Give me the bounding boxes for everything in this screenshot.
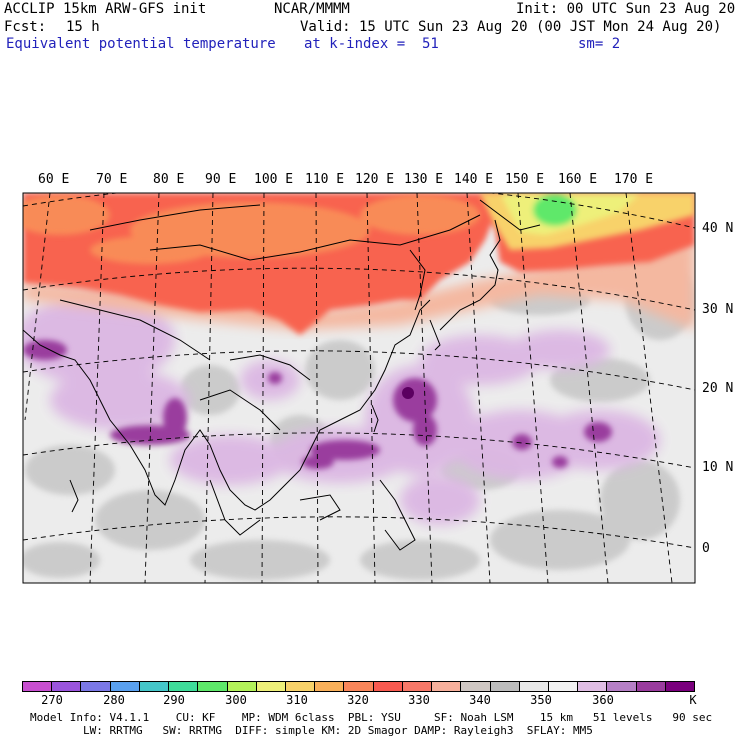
- org-label: NCAR/MMMM: [274, 1, 350, 17]
- init-time: Init: 00 UTC Sun 23 Aug 20: [516, 1, 736, 17]
- lon-label-160e: 160 E: [558, 172, 598, 187]
- model-info-line1: Model Info: V4.1.1 CU: KF MP: WDM 6class…: [30, 711, 713, 724]
- lon-label-110e: 110 E: [305, 172, 345, 187]
- colorbar-swatch-7: [227, 682, 257, 691]
- purple-cores: [23, 340, 612, 469]
- colorbar-swatch-12: [373, 682, 403, 691]
- lat-label-equator: 0: [702, 541, 710, 556]
- model-title: ACCLIP 15km ARW-GFS init: [4, 1, 207, 17]
- colorbar-swatch-17: [519, 682, 549, 691]
- orange-highland: [23, 195, 480, 264]
- colorbar-label-300: 300: [225, 693, 247, 707]
- colorbar-swatch-20: [607, 682, 637, 691]
- colorbar-swatch-22: [665, 682, 695, 691]
- colorbar-unit: K: [689, 693, 697, 707]
- colorbar-swatch-14: [432, 682, 462, 691]
- lat-label-40n: 40 N: [702, 221, 734, 236]
- colorbar-swatch-19: [578, 682, 608, 691]
- smoothing-label: sm= 2: [578, 36, 621, 52]
- colorbar-label-320: 320: [347, 693, 369, 707]
- colorbar-swatch-16: [490, 682, 520, 691]
- colorbar-swatch-0: [23, 682, 53, 691]
- colorbar-label-290: 290: [163, 693, 185, 707]
- colorbar-swatch-8: [256, 682, 286, 691]
- colorbar-swatch-6: [198, 682, 228, 691]
- colorbar: [22, 681, 695, 692]
- field-name: Equivalent potential temperature: [6, 36, 276, 52]
- colorbar-label-310: 310: [286, 693, 308, 707]
- lon-label-130e: 130 E: [404, 172, 444, 187]
- colorbar-swatch-4: [139, 682, 170, 691]
- colorbar-label-330: 330: [408, 693, 430, 707]
- lon-label-170e: 170 E: [614, 172, 654, 187]
- lon-label-80e: 80 E: [153, 172, 185, 187]
- colorbar-label-340: 340: [469, 693, 491, 707]
- lon-label-100e: 100 E: [254, 172, 294, 187]
- lon-label-140e: 140 E: [454, 172, 494, 187]
- colorbar-label-360: 360: [592, 693, 614, 707]
- typhoon-eye: [402, 387, 414, 399]
- colorbar-swatch-18: [548, 682, 579, 691]
- lat-label-10n: 10 N: [702, 460, 734, 475]
- graticule: [23, 193, 695, 583]
- gray-texture: [23, 260, 695, 580]
- lon-label-60e: 60 E: [38, 172, 70, 187]
- lat-label-20n: 20 N: [702, 381, 734, 396]
- colorbar-label-270: 270: [41, 693, 63, 707]
- lat-label-30n: 30 N: [702, 302, 734, 317]
- colorbar-label-350: 350: [530, 693, 552, 707]
- valid-time: Valid: 15 UTC Sun 23 Aug 20 (00 JST Mon …: [300, 19, 722, 35]
- colorbar-swatch-9: [285, 682, 316, 691]
- colorbar-swatch-2: [81, 682, 111, 691]
- yellow-green-region: [480, 193, 695, 250]
- level-index: at k-index = 51: [304, 36, 439, 52]
- colorbar-swatch-1: [52, 682, 82, 691]
- lon-label-90e: 90 E: [205, 172, 237, 187]
- forecast-hour: 15 h: [66, 19, 100, 35]
- lon-label-150e: 150 E: [505, 172, 545, 187]
- colorbar-swatch-3: [110, 682, 140, 691]
- colorbar-swatch-10: [315, 682, 345, 691]
- colorbar-swatch-21: [636, 682, 666, 691]
- colorbar-swatch-13: [402, 682, 433, 691]
- colorbar-label-280: 280: [103, 693, 125, 707]
- colorbar-swatch-5: [169, 682, 199, 691]
- lon-label-70e: 70 E: [96, 172, 128, 187]
- model-info-line2: LW: RRTMG SW: RRTMG DIFF: simple KM: 2D …: [30, 724, 593, 737]
- lon-label-120e: 120 E: [355, 172, 395, 187]
- map-frame: [22, 192, 696, 584]
- colorbar-swatch-15: [461, 682, 491, 691]
- colorbar-swatch-11: [344, 682, 374, 691]
- coastlines: [23, 199, 541, 551]
- forecast-label: Fcst:: [4, 19, 47, 35]
